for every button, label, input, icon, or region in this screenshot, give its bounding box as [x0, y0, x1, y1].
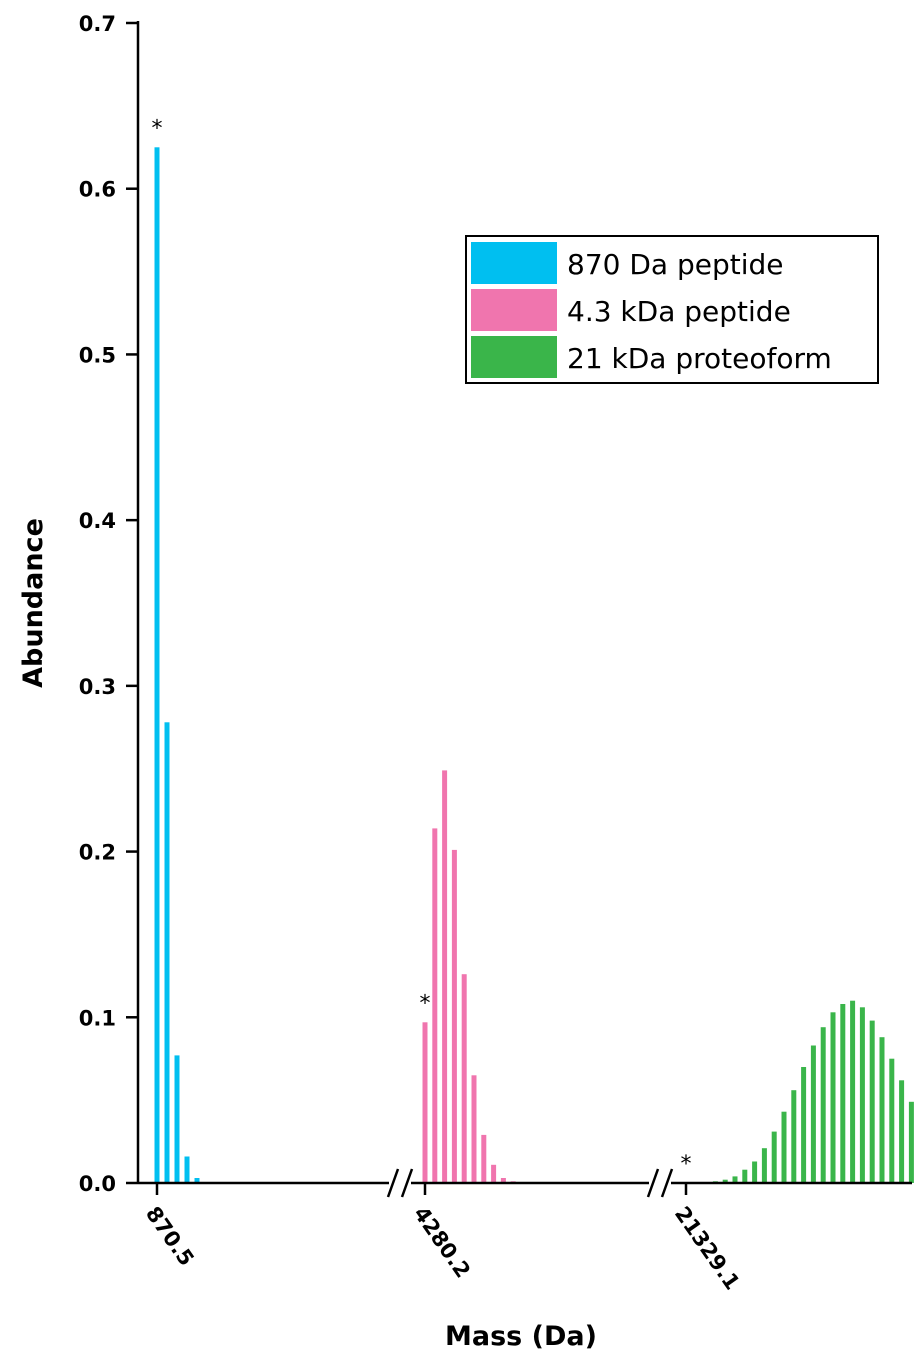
bar-series0-1 [164, 722, 170, 1183]
y-axis-title: Abundance [18, 518, 49, 688]
bar-series2-4 [722, 1179, 728, 1183]
bar-series2-16 [840, 1004, 846, 1183]
x-tick-label-2: 21329.1 [670, 1202, 745, 1294]
y-tick-label-4: 0.4 [79, 509, 116, 533]
bar-series2-9 [771, 1131, 777, 1183]
axis-break-1-b [660, 1168, 674, 1198]
bar-series1-1 [432, 828, 438, 1183]
legend-swatch-870-da [471, 242, 557, 284]
bar-series2-10 [781, 1111, 787, 1183]
bar-series0-3 [184, 1156, 190, 1183]
y-tick-label-3: 0.3 [79, 675, 116, 699]
bar-series2-6 [742, 1169, 748, 1183]
bar-series1-4 [461, 974, 467, 1183]
bar-series2-23 [908, 1101, 914, 1183]
y-tick-label-7: 0.7 [79, 12, 116, 36]
bar-series1-0 [422, 1022, 428, 1183]
bar-series2-11 [791, 1090, 797, 1183]
bar-series2-13 [810, 1045, 816, 1183]
legend-label-4-3-kda: 4.3 kDa peptide [567, 295, 791, 328]
monoisotopic-marker-2: * [681, 1152, 692, 1177]
bar-series0-0 [154, 147, 160, 1183]
x-axis-title: Mass (Da) [445, 1321, 597, 1352]
y-tick-label-2: 0.2 [79, 841, 116, 865]
x-tick-label-0: 870.5 [141, 1202, 199, 1270]
axis-break-0-a [386, 1168, 400, 1198]
bar-series2-18 [859, 1007, 865, 1183]
bar-series2-15 [830, 1012, 836, 1183]
bar-series1-7 [491, 1164, 497, 1183]
bar-series2-12 [801, 1067, 807, 1183]
bar-series0-4 [194, 1178, 200, 1183]
axis-break-1-a [646, 1168, 660, 1198]
axis-break-0-b [400, 1168, 414, 1198]
monoisotopic-marker-1: * [420, 991, 431, 1016]
bar-series2-7 [752, 1161, 758, 1183]
axes-layer [126, 21, 912, 1198]
bar-series2-19 [869, 1020, 875, 1183]
bar-series1-3 [451, 849, 457, 1183]
bar-series1-6 [481, 1134, 487, 1183]
bar-series2-17 [850, 1000, 856, 1183]
bar-series1-2 [442, 770, 448, 1183]
bars-layer [154, 147, 914, 1183]
bar-series2-5 [732, 1176, 738, 1183]
bar-series1-8 [500, 1178, 506, 1183]
legend-label-870-da: 870 Da peptide [567, 248, 784, 281]
legend: 870 Da peptide 4.3 kDa peptide 21 kDa pr… [465, 235, 879, 384]
bar-series1-5 [471, 1075, 477, 1183]
bar-series0-2 [174, 1055, 180, 1183]
bar-series2-14 [820, 1027, 826, 1183]
y-tick-label-1: 0.1 [79, 1006, 116, 1030]
legend-swatch-4-3-kda [471, 289, 557, 331]
bar-series2-20 [879, 1037, 885, 1183]
bar-series2-21 [889, 1058, 895, 1183]
y-tick-label-5: 0.5 [79, 343, 116, 367]
y-tick-label-6: 0.6 [79, 178, 116, 202]
y-tick-label-0: 0.0 [79, 1172, 116, 1196]
x-tick-label-1: 4280.2 [409, 1202, 475, 1282]
legend-swatch-21-kda [471, 336, 557, 378]
bar-series2-8 [761, 1148, 767, 1183]
monoisotopic-marker-0: * [152, 116, 163, 141]
legend-label-21-kda: 21 kDa proteoform [567, 342, 832, 375]
bar-series2-22 [899, 1080, 905, 1183]
